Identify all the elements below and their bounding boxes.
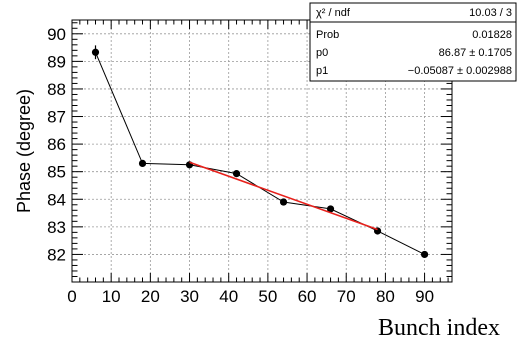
fit-line [189, 161, 378, 231]
y-tick-label: 87 [47, 108, 66, 127]
x-axis-title: Bunch index [378, 315, 500, 341]
stats-box: χ² / ndf 10.03 / 3 Prob 0.01828 p0 86.87… [309, 2, 517, 82]
series-line [95, 52, 425, 255]
x-tick-label: 70 [337, 287, 356, 306]
y-axis-title: Phase (degree) [14, 89, 34, 213]
stats-value-p1: −0.05087 ± 0.002988 [408, 65, 512, 77]
x-tick-label: 0 [67, 287, 76, 306]
x-tick-label: 10 [102, 287, 121, 306]
y-tick-labels: 82 83 84 85 86 87 88 89 90 [47, 25, 66, 265]
stats-label-p0: p0 [316, 47, 328, 59]
y-tick-label: 82 [47, 245, 66, 264]
stats-label-p1: p1 [316, 65, 328, 77]
stats-label-chi2: χ² / ndf [316, 7, 351, 19]
data-point [420, 250, 429, 259]
y-tick-label: 85 [47, 163, 66, 182]
x-tick-label: 30 [180, 287, 199, 306]
stats-value-p0: 86.87 ± 0.1705 [439, 47, 512, 59]
data-point [232, 170, 241, 178]
plot-frame [71, 19, 453, 283]
y-tick-label: 89 [47, 52, 66, 71]
stats-box-frame [309, 2, 517, 82]
x-tick-label: 60 [298, 287, 317, 306]
x-tick-label: 20 [141, 287, 160, 306]
data-point [138, 159, 147, 168]
y-tick-label: 90 [47, 25, 66, 44]
x-tick-label: 40 [219, 287, 238, 306]
x-tick-label: 80 [376, 287, 395, 306]
data-point [279, 198, 288, 206]
y-tick-label: 86 [47, 135, 66, 154]
y-tick-label: 83 [47, 218, 66, 237]
x-tick-label: 90 [415, 287, 434, 306]
x-tick-labels: 0 10 20 30 40 50 60 70 80 90 [67, 287, 434, 306]
stats-value-chi2: 10.03 / 3 [469, 7, 512, 19]
x-tick-label: 50 [258, 287, 277, 306]
y-tick-label: 88 [47, 80, 66, 99]
stats-label-prob: Prob [316, 29, 339, 41]
y-tick-label: 84 [47, 190, 66, 209]
fit-line-segment [189, 161, 378, 231]
data-point [326, 205, 335, 213]
stats-value-prob: 0.01828 [472, 29, 512, 41]
data-point [91, 48, 100, 56]
